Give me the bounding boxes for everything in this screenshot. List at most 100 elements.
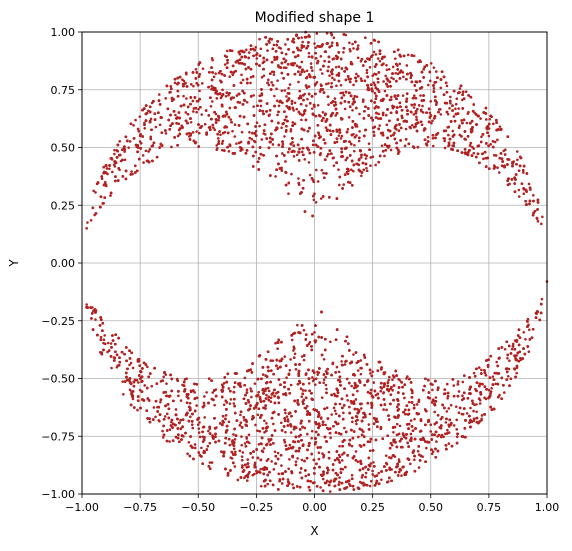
scatter-point [518, 169, 521, 172]
scatter-point [178, 123, 181, 126]
scatter-point [109, 194, 112, 197]
scatter-point [357, 56, 360, 59]
scatter-point [241, 131, 244, 134]
scatter-point [454, 107, 457, 110]
scatter-point [254, 382, 257, 385]
scatter-point [320, 197, 323, 200]
scatter-point [296, 324, 299, 327]
scatter-point [516, 150, 519, 153]
scatter-point [461, 394, 464, 397]
scatter-point [113, 153, 116, 156]
scatter-point [288, 458, 291, 461]
scatter-point [155, 126, 158, 129]
scatter-point [385, 409, 388, 412]
scatter-point [195, 130, 198, 133]
scatter-point [296, 154, 299, 157]
scatter-point [142, 161, 145, 164]
scatter-point [306, 98, 309, 101]
scatter-point [480, 418, 483, 421]
scatter-point [274, 175, 277, 178]
scatter-point [435, 70, 438, 73]
scatter-point [308, 55, 311, 58]
scatter-point [429, 80, 432, 83]
scatter-point [280, 421, 283, 424]
scatter-point [391, 378, 394, 381]
scatter-point [128, 364, 131, 367]
scatter-point [355, 423, 358, 426]
scatter-point [469, 142, 472, 145]
scatter-point [479, 117, 482, 120]
scatter-point [273, 44, 276, 47]
scatter-point [350, 385, 353, 388]
scatter-point [480, 136, 483, 139]
scatter-point [168, 440, 171, 443]
scatter-point [410, 419, 413, 422]
scatter-point [260, 485, 263, 488]
scatter-point [262, 373, 265, 376]
scatter-point [496, 139, 499, 142]
scatter-point [299, 49, 302, 52]
scatter-point [418, 466, 421, 469]
scatter-point [408, 401, 411, 404]
scatter-point [413, 94, 416, 97]
scatter-point [190, 83, 193, 86]
scatter-point [360, 373, 363, 376]
scatter-point [199, 436, 202, 439]
scatter-point [366, 71, 369, 74]
scatter-point [226, 50, 229, 53]
scatter-point [512, 343, 515, 346]
scatter-point [432, 145, 435, 148]
scatter-point [312, 144, 315, 147]
scatter-point [223, 403, 226, 406]
scatter-point [322, 382, 325, 385]
scatter-point [224, 63, 227, 66]
scatter-point [321, 72, 324, 75]
scatter-point [283, 89, 286, 92]
scatter-point [447, 407, 450, 410]
scatter-point [348, 116, 351, 119]
scatter-point [482, 158, 485, 161]
scatter-point [118, 140, 121, 143]
scatter-point [283, 66, 286, 69]
scatter-point [503, 391, 506, 394]
scatter-point [405, 128, 408, 131]
scatter-point [381, 64, 384, 67]
scatter-point [386, 481, 389, 484]
scatter-point [346, 394, 349, 397]
scatter-point [213, 404, 216, 407]
scatter-point [273, 56, 276, 59]
scatter-point [381, 144, 384, 147]
scatter-point [291, 102, 294, 105]
scatter-point [275, 88, 278, 91]
scatter-point [285, 376, 288, 379]
scatter-point [245, 49, 248, 52]
scatter-point [370, 87, 373, 90]
scatter-point [273, 95, 276, 98]
scatter-point [284, 431, 287, 434]
scatter-point [351, 474, 354, 477]
scatter-point [297, 177, 300, 180]
scatter-point [320, 55, 323, 58]
scatter-point [243, 477, 246, 480]
scatter-point [298, 90, 301, 93]
scatter-point [159, 123, 162, 126]
scatter-point [346, 378, 349, 381]
scatter-point [192, 110, 195, 113]
scatter-point [211, 461, 214, 464]
scatter-point [282, 143, 285, 146]
scatter-point [452, 130, 455, 133]
scatter-point [294, 353, 297, 356]
scatter-point [329, 490, 332, 493]
scatter-point [327, 66, 330, 69]
scatter-point [245, 437, 248, 440]
scatter-point [323, 379, 326, 382]
scatter-point [249, 82, 252, 85]
scatter-point [338, 134, 341, 137]
scatter-point [326, 406, 329, 409]
scatter-point [164, 415, 167, 418]
scatter-point [443, 140, 446, 143]
scatter-point [374, 164, 377, 167]
scatter-point [289, 358, 292, 361]
scatter-point [413, 459, 416, 462]
